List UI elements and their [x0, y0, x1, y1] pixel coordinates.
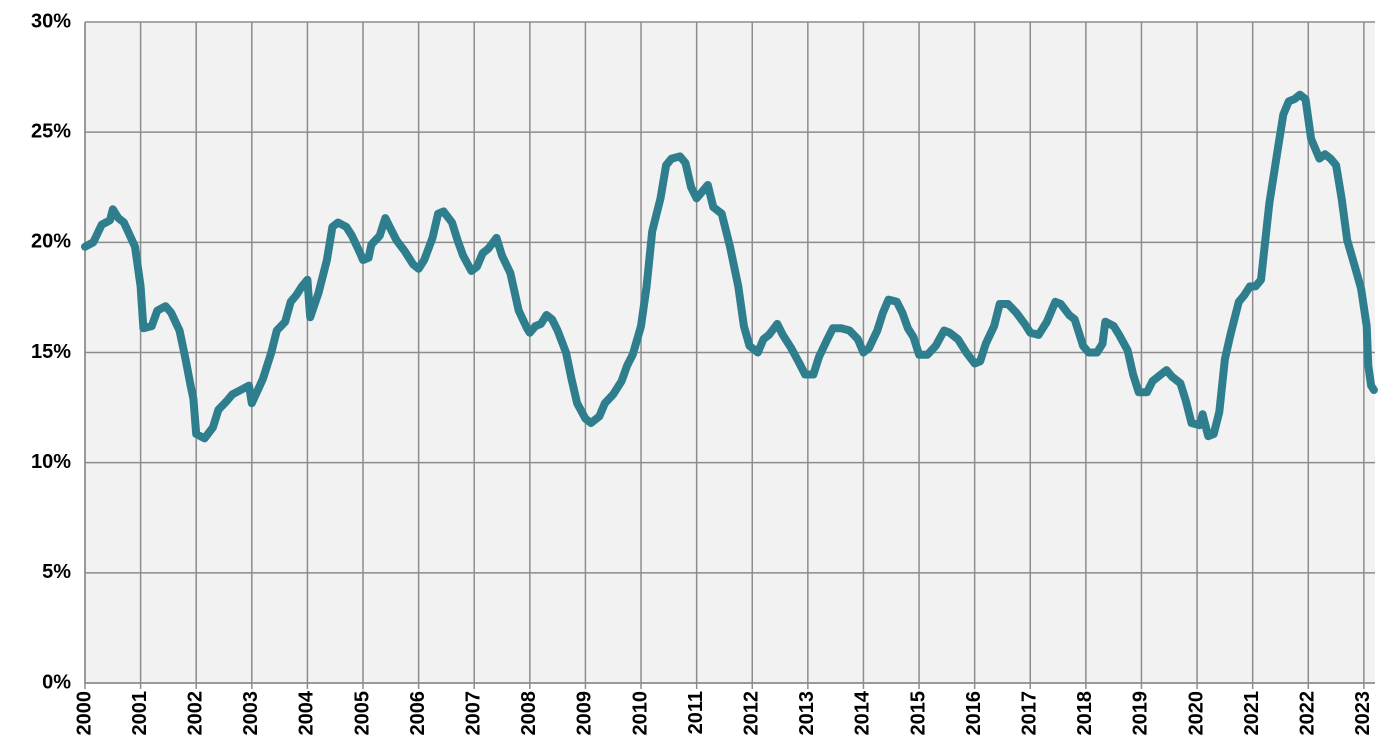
- x-tick-label: 2017: [1019, 691, 1041, 736]
- y-tick-label: 5%: [42, 561, 71, 583]
- x-tick-label: 2004: [296, 690, 318, 735]
- y-tick-label: 20%: [31, 231, 71, 253]
- x-tick-label: 2013: [796, 691, 818, 736]
- y-tick-label: 10%: [31, 451, 71, 473]
- x-tick-label: 2005: [351, 691, 373, 736]
- x-tick-label: 2009: [574, 691, 596, 736]
- x-tick-label: 2000: [73, 691, 95, 736]
- x-tick-label: 2014: [852, 690, 874, 735]
- x-tick-label: 2008: [518, 691, 540, 736]
- x-tick-label: 2006: [407, 691, 429, 736]
- y-tick-label: 15%: [31, 341, 71, 363]
- y-tick-label: 0%: [42, 671, 71, 693]
- x-tick-label: 2020: [1185, 691, 1207, 736]
- data-line: [81, 90, 1378, 443]
- x-tick-label: 2016: [963, 691, 985, 736]
- x-tick-label: 2012: [741, 691, 763, 736]
- x-tick-label: 2007: [463, 691, 485, 736]
- x-tick-label: 2015: [907, 691, 929, 736]
- x-tick-label: 2018: [1074, 691, 1096, 736]
- x-tick-label: 2011: [685, 691, 707, 734]
- x-tick-label: 2022: [1297, 691, 1319, 736]
- x-tick-label: 2010: [629, 691, 651, 736]
- x-tick-label: 2002: [184, 691, 206, 736]
- x-tick-label: 2021: [1241, 691, 1263, 736]
- y-tick-label: 25%: [31, 120, 71, 142]
- x-tick-label: 2001: [129, 691, 151, 736]
- x-tick-label: 2019: [1130, 691, 1152, 736]
- x-tick-label: 2023: [1352, 691, 1374, 736]
- x-tick-label: 2003: [240, 691, 262, 736]
- y-tick-label: 30%: [31, 10, 71, 32]
